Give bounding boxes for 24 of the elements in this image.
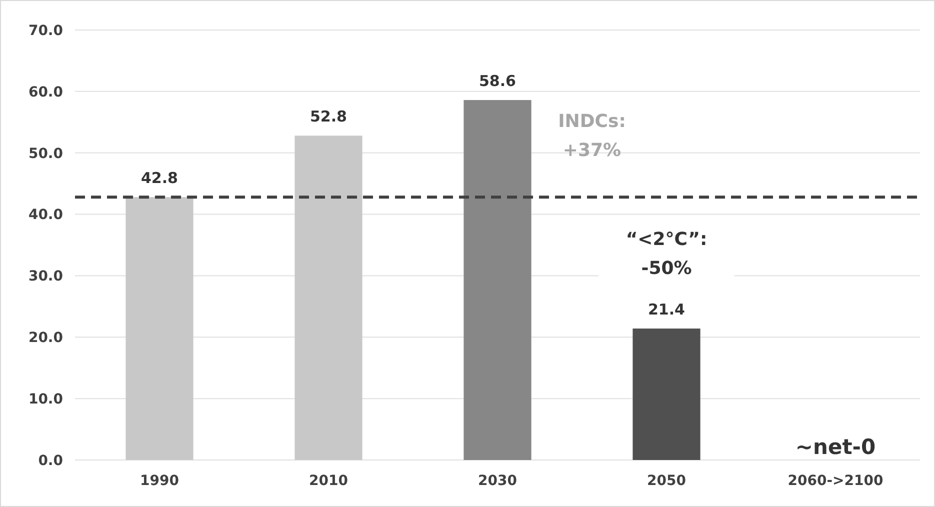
x-tick-label: 2050	[647, 473, 686, 489]
x-tick-label: 2030	[478, 473, 518, 489]
y-tick-label: 10.0	[28, 391, 64, 408]
y-tick-label: 20.0	[28, 330, 64, 346]
y-tick-label: 70.0	[28, 22, 64, 39]
y-tick-label: 40.0	[28, 207, 64, 224]
annotation: “<2°C”: -50%	[626, 229, 708, 279]
data-label: 52.8	[310, 108, 348, 126]
data-label: 58.6	[478, 72, 516, 90]
x-tick-label: 2060->2100	[788, 473, 884, 489]
y-tick-label: 30.0	[28, 268, 64, 285]
data-label: 21.4	[648, 300, 686, 319]
y-tick-label: 50.0	[28, 146, 64, 162]
data-label: 42.8	[140, 169, 178, 188]
bar	[632, 328, 700, 460]
x-tick-label: 2010	[309, 473, 348, 489]
bar	[126, 197, 194, 460]
y-tick-label: 60.0	[28, 84, 64, 100]
x-tick-label: 1990	[140, 473, 180, 489]
bar	[464, 100, 532, 460]
data-label: ~net-0	[795, 435, 876, 459]
annotation: INDCs: +37%	[558, 111, 626, 161]
y-tick-label: 0.0	[38, 452, 64, 469]
bar	[294, 136, 362, 460]
